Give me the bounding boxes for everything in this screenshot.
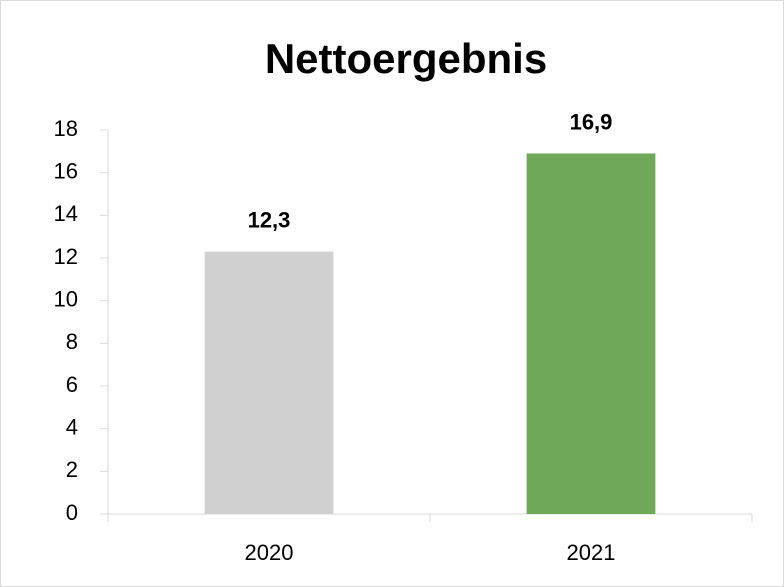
y-tick-label: 4 — [66, 414, 78, 439]
y-tick-label: 10 — [54, 286, 78, 311]
y-tick-label: 16 — [54, 158, 78, 183]
y-tick-label: 0 — [66, 500, 78, 525]
data-label: 12,3 — [248, 207, 291, 232]
y-tick-label: 2 — [66, 457, 78, 482]
x-tick-label: 2020 — [245, 540, 294, 565]
y-tick-label: 8 — [66, 329, 78, 354]
y-tick-label: 14 — [54, 201, 78, 226]
data-label: 16,9 — [570, 109, 613, 134]
y-tick-label: 12 — [54, 244, 78, 269]
x-tick-label: 2021 — [567, 540, 616, 565]
chart-title: Nettoergebnis — [265, 35, 547, 82]
y-tick-label: 18 — [54, 116, 78, 141]
bar — [526, 153, 656, 514]
y-tick-label: 6 — [66, 372, 78, 397]
bar — [204, 251, 334, 514]
